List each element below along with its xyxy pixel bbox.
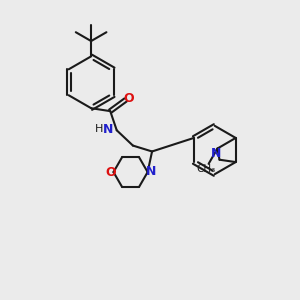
Text: O: O [123, 92, 134, 105]
Text: O: O [105, 166, 116, 179]
Text: CH₃: CH₃ [196, 164, 216, 174]
Text: H: H [95, 124, 103, 134]
Text: N: N [146, 165, 156, 178]
Text: N: N [103, 123, 114, 136]
Text: N: N [212, 147, 222, 160]
